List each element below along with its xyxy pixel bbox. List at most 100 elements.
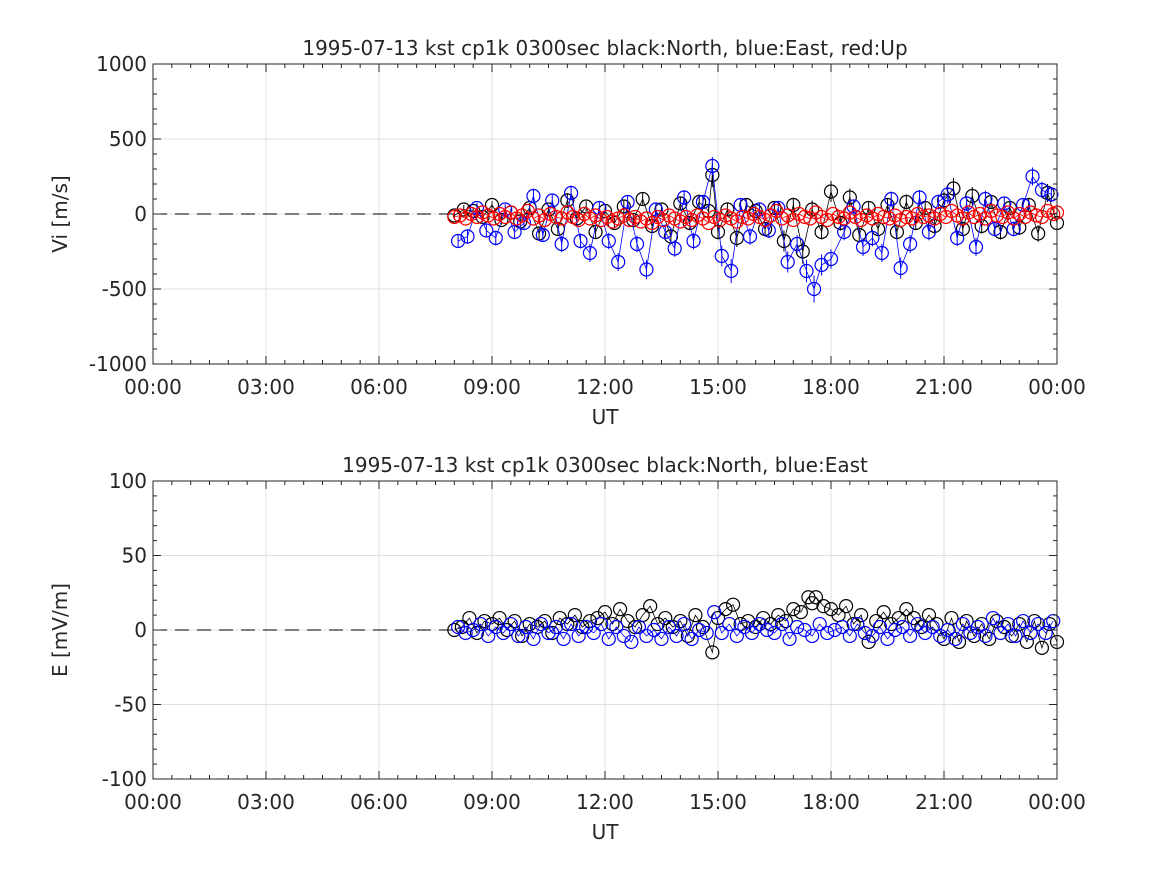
velocity-series-0-point [814,224,829,240]
electric-field-x-tick-label-0: 00:00 [124,790,182,814]
velocity-y-tick-label-1: 500 [109,127,147,151]
electric-field-series-0-point [605,616,620,632]
electric-field-series-0-point [658,610,673,626]
velocity-series-1-point [799,263,814,279]
electric-field-series-0-line [454,596,1058,654]
velocity-series-0-point [494,212,509,228]
velocity-series-1-point [451,233,466,249]
electric-field-series-1-point [805,628,820,644]
electric-field-series-1-point [526,631,541,647]
electric-field-tick-labels: 00:00 03:00 06:00 09:00 12:00 15:00 18:00 21:00… [102,469,1086,814]
velocity-series-1-point [714,248,729,264]
electric-field-series-1-point [496,625,511,641]
velocity-x-axis-label: UT [592,405,620,429]
electric-field-series-1-point [609,619,624,635]
velocity-series-1-point [912,190,927,205]
velocity-series-1-point [611,254,626,270]
velocity-series-1-point [806,281,822,297]
electric-field-series-0-point [492,610,507,626]
electric-field-series-1-point [850,616,865,632]
electric-field-y-tick-label-2: 0 [134,618,147,642]
electric-field-data-marks [447,590,1065,660]
electric-field-series-1-point [473,616,488,632]
electric-field-series-1-point [729,628,744,644]
electric-field-series-1-point [1015,613,1031,629]
electric-field-series-0-point [1019,634,1034,650]
electric-field-series-0-point [688,607,703,623]
electric-field-series-1-point [759,622,775,638]
velocity-x-tick-label-8: 00:00 [1028,375,1086,399]
velocity-x-tick-label-0: 00:00 [124,375,182,399]
electric-field-series-1-point [556,631,571,647]
electric-field-series-1-point [857,625,873,641]
electric-field-series-1-point [692,622,707,638]
velocity-series-0-point [635,191,650,207]
velocity-series-1-point [997,196,1012,211]
electric-field-y-axis-label: E [mV/m] [48,583,72,677]
velocity-series-0-point [776,233,792,249]
electric-field-series-0-point [876,605,891,620]
velocity-series-0-point [795,244,810,259]
velocity-series-2-point [735,209,750,225]
electric-field-x-tick-label-3: 09:00 [463,790,521,814]
velocity-y-tick-label-0: 1000 [96,52,147,76]
velocity-series-1-point [865,230,880,246]
velocity-series-1-point [535,227,550,243]
velocity-y-tick-label-4: -1000 [89,352,147,376]
electric-field-series-1-point [902,628,918,644]
electric-field-x-tick-label-7: 21:00 [915,790,973,814]
electric-field-series-0-point [560,616,575,632]
electric-field-series-1-point [594,616,609,632]
velocity-series-1-point [507,224,522,240]
electric-field-series-1-point [872,619,888,635]
electric-field-x-axis-label: UT [592,820,620,844]
electric-field-series-1-point [481,628,496,644]
electric-field-series-0-point [778,613,793,629]
electric-field-y-tick-label-0: 100 [109,469,147,493]
electric-field-series-0-point [628,619,643,635]
electric-field-series-1-point [722,616,737,632]
electric-field-series-1-point [767,625,782,641]
velocity-series-2-point [876,209,891,225]
velocity-series-1-point [780,254,795,270]
electric-field-series-0-point [951,634,967,650]
electric-field-series-1-point [548,619,564,635]
velocity-tick-labels: 00:00 03:00 06:00 09:00 12:00 15:00 18:00 21:00… [89,52,1086,399]
velocity-y-tick-label-3: -500 [102,277,147,301]
electric-field-series-1-point [887,622,903,638]
electric-field-series-1-point [624,634,639,650]
electric-field-series-0-point [854,607,869,623]
velocity-series-1-point [761,223,776,238]
velocity-series-1-point [1015,197,1031,213]
velocity-series-1-point [959,196,974,211]
velocity-series-2-point [989,208,1004,223]
electric-field-series-1-point [684,631,699,647]
electric-field-series-0-point [725,597,741,612]
electric-field-series-1-point [1046,613,1061,629]
electric-field-series-1-point [669,628,684,644]
velocity-series-0-point [823,184,839,199]
electric-field-series-1-point [940,622,955,638]
velocity-x-tick-label-6: 18:00 [802,375,860,399]
electric-field-series-1-point [503,616,518,632]
velocity-series-1-point [771,200,786,216]
electric-field-chart-title: 1995-07-13 kst cp1k 0300sec black:North,… [342,453,868,477]
velocity-series-0-point [484,197,500,213]
velocity-series-1-point [705,158,720,174]
velocity-series-1-point [648,202,663,217]
electric-field-series-1-point [820,625,835,641]
electric-field-series-0-point [522,616,537,632]
electric-field-ticks [152,480,1058,780]
electric-field-series-1-point [910,616,925,632]
electric-field-series-0-point [477,613,492,629]
velocity-y-tick-label-2: 0 [134,202,147,226]
electric-field-series-1-point [654,631,669,647]
velocity-x-tick-label-5: 15:00 [689,375,747,399]
electric-field-series-1-point [774,616,790,632]
velocity-series-1-point [479,223,494,238]
velocity-data-marks [447,157,1065,303]
electric-field-series-1-point [1038,625,1053,641]
electric-field-series-1-point [744,625,760,641]
electric-field-series-0-point [447,622,462,638]
